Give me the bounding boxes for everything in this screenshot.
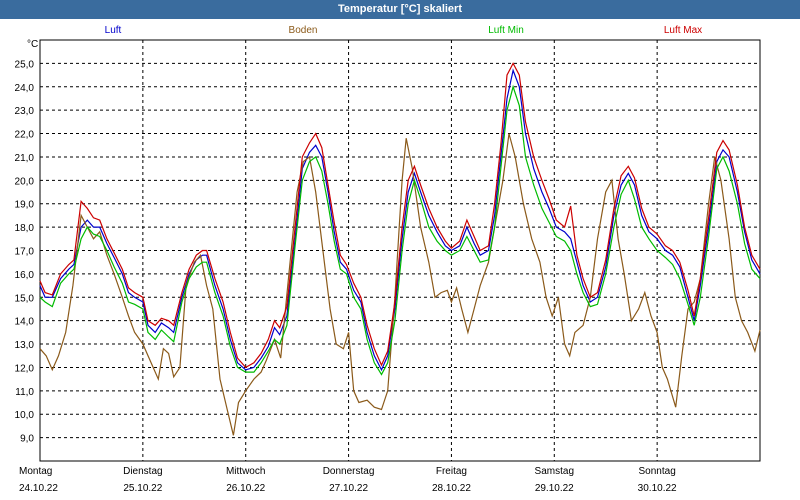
- x-tick-day: Dienstag: [123, 466, 163, 477]
- x-tick-day: Montag: [19, 466, 53, 477]
- x-tick-date: 30.10.22: [637, 483, 677, 494]
- legend-item-luft-min: Luft Min: [488, 25, 524, 36]
- series-line-luft: [39, 68, 761, 372]
- x-tick-date: 25.10.22: [123, 483, 163, 494]
- x-tick-date: 26.10.22: [226, 483, 266, 494]
- series-line-luft-max: [39, 62, 761, 369]
- y-tick-label: 14,0: [15, 317, 35, 328]
- y-tick-label: 11,0: [15, 387, 34, 398]
- y-axis-unit: °C: [27, 39, 39, 50]
- y-tick-label: 18,0: [15, 223, 35, 234]
- series-line-luft-min: [39, 84, 761, 376]
- series-line-boden: [39, 133, 761, 436]
- x-tick-date: 24.10.22: [19, 483, 58, 494]
- x-tick-day: Mittwoch: [225, 466, 266, 477]
- y-tick-label: 19,0: [15, 200, 35, 211]
- x-tick-day: Donnerstag: [322, 466, 375, 477]
- y-tick-label: 21,0: [15, 153, 35, 164]
- legend-item-boden: Boden: [288, 25, 318, 36]
- plot-border: [39, 39, 761, 462]
- y-tick-label: 9,0: [20, 434, 34, 445]
- x-tick-day: Freitag: [435, 466, 467, 477]
- y-tick-label: 17,0: [15, 247, 35, 258]
- x-tick-day: Sonntag: [638, 466, 676, 477]
- legend-item-luft: Luft: [104, 25, 122, 36]
- x-tick-date: 27.10.22: [329, 483, 369, 494]
- legend-item-luft-max: Luft Max: [663, 25, 703, 36]
- x-tick-day: Samstag: [534, 466, 575, 477]
- y-tick-label: 10,0: [15, 410, 35, 421]
- x-tick-date: 29.10.22: [534, 483, 574, 494]
- y-tick-label: 15,0: [15, 293, 35, 304]
- x-tick-date: 28.10.22: [431, 483, 471, 494]
- chart-title: Temperatur [°C] skaliert: [0, 0, 800, 19]
- y-tick-label: 12,0: [15, 363, 35, 374]
- y-tick-label: 22,0: [15, 130, 35, 141]
- y-tick-label: 16,0: [15, 270, 35, 281]
- y-tick-label: 23,0: [15, 106, 35, 117]
- y-tick-label: 20,0: [15, 176, 35, 187]
- y-tick-label: 25,0: [15, 59, 35, 70]
- y-tick-label: 13,0: [15, 340, 35, 351]
- y-tick-label: 24,0: [15, 83, 35, 94]
